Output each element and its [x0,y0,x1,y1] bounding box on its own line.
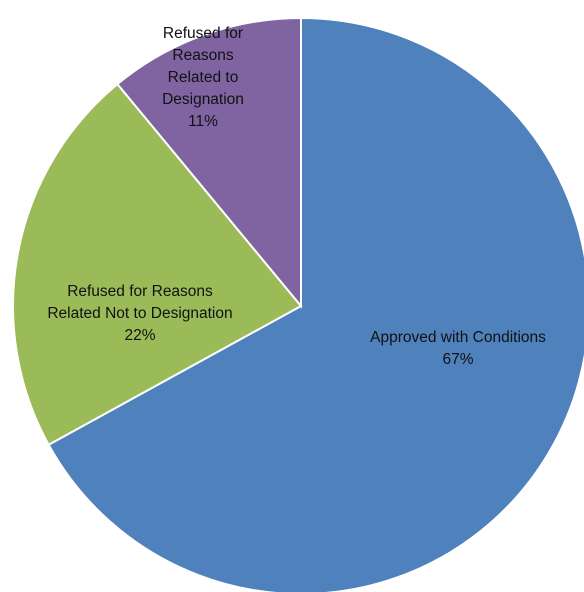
pie-slice-refused-not-related [12,82,303,447]
pie-slice-approved-with-conditions [47,16,584,592]
slice-percent-label: 11% [188,113,218,130]
slice-category-label: Related to [168,69,239,86]
slice-label-approved-with-conditions: Approved with Conditions 67% [370,329,546,368]
slice-label-refused-not-related: Refused for Reasons Related Not to Design… [47,283,232,344]
pie-labels: Approved with Conditions 67% Refused for R… [47,25,546,368]
slice-percent-label: 67% [442,351,473,368]
slice-category-label: Refused for Reasons [67,283,213,300]
slice-percent-label: 22% [124,327,155,344]
slice-category-label: Reasons [172,47,233,64]
slice-category-label: Related Not to Designation [47,305,232,322]
slice-category-label: Refused for [163,25,243,42]
pie-slice-refused-related [116,16,302,309]
slice-category-label: Designation [162,91,244,108]
pie-slices [12,16,584,592]
slice-label-refused-related: Refused for Reasons Related to Designation 1… [162,25,244,130]
slice-category-label: Approved with Conditions [370,329,546,346]
